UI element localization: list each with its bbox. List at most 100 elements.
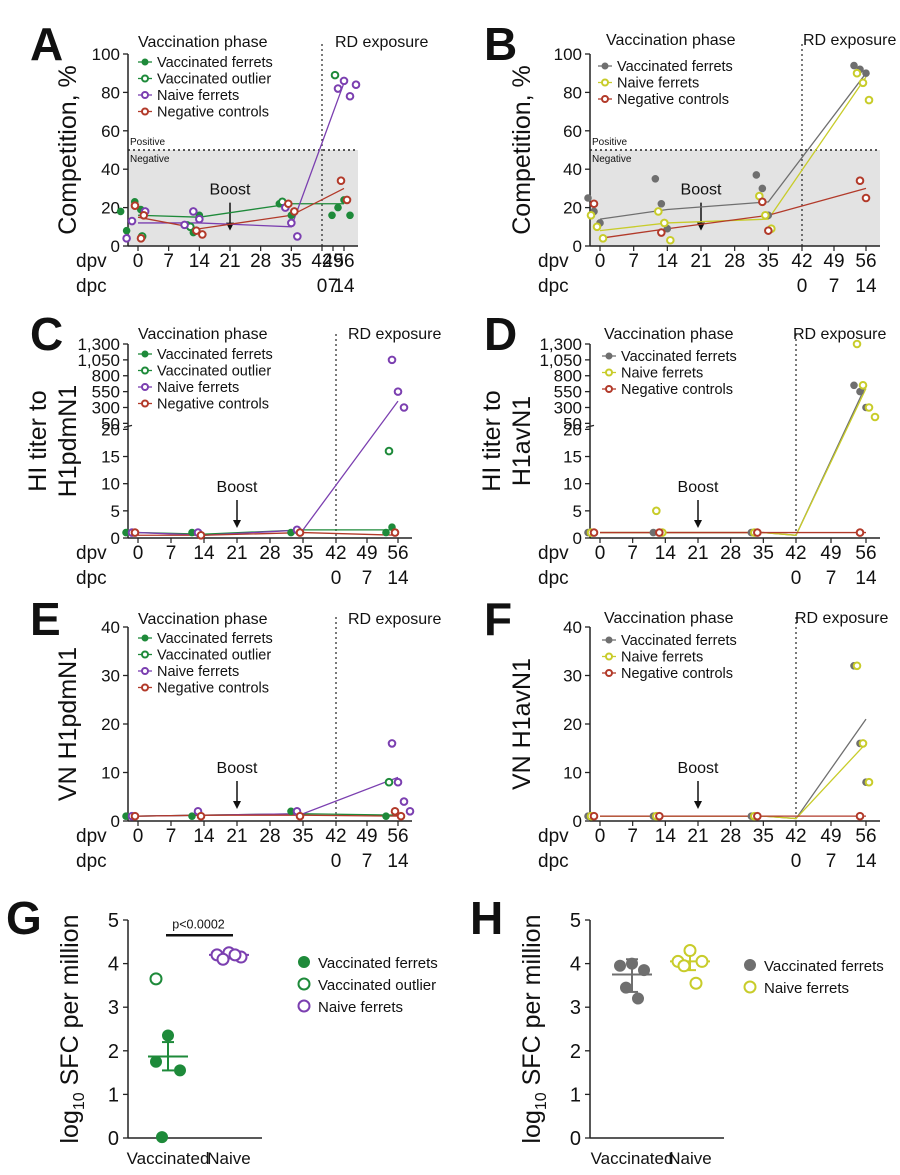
x-tick-label-dpv: 42 bbox=[785, 826, 806, 847]
y-tick-label: 0 bbox=[111, 812, 120, 831]
y-tick-label: 550 bbox=[92, 383, 120, 402]
x-tick-label-dpv: 42 bbox=[791, 251, 812, 272]
data-point bbox=[136, 234, 146, 243]
y-tick-label: 15 bbox=[563, 448, 582, 467]
data-point bbox=[743, 980, 757, 994]
y-axis-label: Competition, % bbox=[54, 65, 82, 235]
y-tick-label: 5 bbox=[111, 502, 120, 521]
x-tick-label-dpv: 42 bbox=[785, 543, 806, 564]
y-tick-label: 20 bbox=[563, 199, 582, 218]
x-category-label: Naive bbox=[668, 1149, 711, 1168]
data-point bbox=[605, 352, 613, 360]
data-point bbox=[390, 807, 400, 816]
boost-label: Boost bbox=[681, 182, 722, 199]
data-point bbox=[174, 1064, 186, 1077]
data-point bbox=[605, 652, 613, 661]
phase-label-exposure: RD exposure bbox=[335, 34, 428, 51]
y-tick-label: 10 bbox=[101, 475, 120, 494]
x-tick-label-dpv: 28 bbox=[720, 543, 741, 564]
data-point bbox=[287, 218, 296, 228]
y-label-subscript: 10 bbox=[533, 1092, 550, 1110]
x-tick-label-dpc: 14 bbox=[855, 568, 877, 589]
x-tick-label-dpv: 14 bbox=[189, 251, 211, 272]
panel-a: A Positive Negative 0 20 40 60 80 100 Competition… bbox=[30, 18, 428, 297]
data-point bbox=[180, 220, 189, 230]
y-tick-label: 0 bbox=[573, 812, 582, 831]
y-tick-label: 550 bbox=[554, 383, 582, 402]
phase-label-vaccination: Vaccination phase bbox=[138, 34, 268, 51]
y-tick-label: 1,050 bbox=[539, 351, 582, 370]
data-point bbox=[162, 1029, 174, 1042]
data-point bbox=[342, 195, 352, 205]
data-point bbox=[130, 811, 140, 821]
x-tick-label-dpv: 42 bbox=[325, 826, 346, 847]
threshold-negative-label: Negative bbox=[130, 154, 170, 165]
data-point bbox=[666, 235, 675, 245]
x-tick-label-dpv: 7 bbox=[627, 543, 638, 564]
data-point bbox=[141, 667, 149, 675]
boost-label: Boost bbox=[217, 479, 258, 496]
data-point bbox=[141, 634, 149, 642]
x-tick-label-dpc: 0 bbox=[317, 276, 328, 297]
data-point bbox=[387, 355, 397, 365]
x-tick-label-dpv: 0 bbox=[595, 543, 606, 564]
significance-label: p<0.0002 bbox=[172, 917, 225, 931]
legend-label: Naive ferrets bbox=[157, 88, 239, 104]
x-tick-label-dpc: 0 bbox=[331, 851, 342, 872]
data-point bbox=[228, 948, 242, 962]
y-tick-label: 40 bbox=[101, 160, 120, 179]
legend-label: Vaccinated ferrets bbox=[157, 631, 273, 647]
data-point bbox=[382, 528, 390, 537]
legend-label: Vaccinated ferrets bbox=[621, 349, 737, 365]
series-line bbox=[599, 72, 867, 220]
phase-label-vaccination: Vaccination phase bbox=[606, 32, 736, 49]
data-point bbox=[852, 68, 862, 78]
data-point bbox=[657, 228, 666, 237]
x-category-label: Vaccinated bbox=[127, 1149, 210, 1168]
data-point bbox=[677, 959, 691, 973]
data-point bbox=[586, 210, 596, 220]
x-row-label-dpv: dpv bbox=[538, 251, 569, 272]
x-row-label-dpv: dpv bbox=[538, 826, 569, 847]
data-point bbox=[605, 636, 613, 644]
data-point bbox=[855, 176, 865, 186]
y-tick-label: 1,300 bbox=[539, 335, 582, 354]
data-point bbox=[333, 84, 343, 93]
data-point bbox=[295, 811, 305, 821]
phase-label-exposure: RD exposure bbox=[795, 610, 888, 627]
data-point bbox=[122, 226, 131, 235]
series-line bbox=[600, 388, 867, 536]
data-point bbox=[384, 777, 394, 787]
data-point bbox=[858, 380, 868, 390]
panel-letter: B bbox=[484, 18, 517, 70]
y-tick-label: 50 bbox=[101, 414, 120, 433]
x-row-label-dpc: dpc bbox=[538, 568, 569, 589]
legend-label: Vaccinated ferrets bbox=[764, 958, 884, 975]
data-point bbox=[584, 194, 592, 202]
legend-label: Negative controls bbox=[157, 397, 269, 413]
data-point bbox=[858, 739, 868, 748]
phase-label-exposure: RD exposure bbox=[803, 32, 896, 49]
data-point bbox=[393, 387, 403, 396]
data-point bbox=[216, 952, 230, 966]
y-tick-label: 100 bbox=[554, 45, 582, 64]
x-tick-label-dpc: 7 bbox=[362, 568, 373, 589]
x-tick-label-dpc: 14 bbox=[387, 568, 409, 589]
x-row-label-dpc: dpc bbox=[76, 276, 107, 297]
panel-letter: A bbox=[30, 18, 63, 70]
y-tick-label: 300 bbox=[554, 398, 582, 417]
data-point bbox=[861, 193, 871, 203]
y-tick-label: 10 bbox=[563, 764, 582, 783]
x-row-label-dpv: dpv bbox=[76, 251, 107, 272]
data-point bbox=[293, 232, 302, 241]
data-point bbox=[654, 207, 663, 216]
data-point bbox=[855, 811, 865, 821]
data-point bbox=[399, 403, 409, 412]
y-tick-label: 20 bbox=[101, 715, 120, 734]
series-line bbox=[137, 203, 344, 218]
x-tick-label-dpc: 0 bbox=[791, 568, 802, 589]
data-point bbox=[116, 207, 125, 216]
x-tick-label-dpc: 0 bbox=[797, 276, 808, 297]
